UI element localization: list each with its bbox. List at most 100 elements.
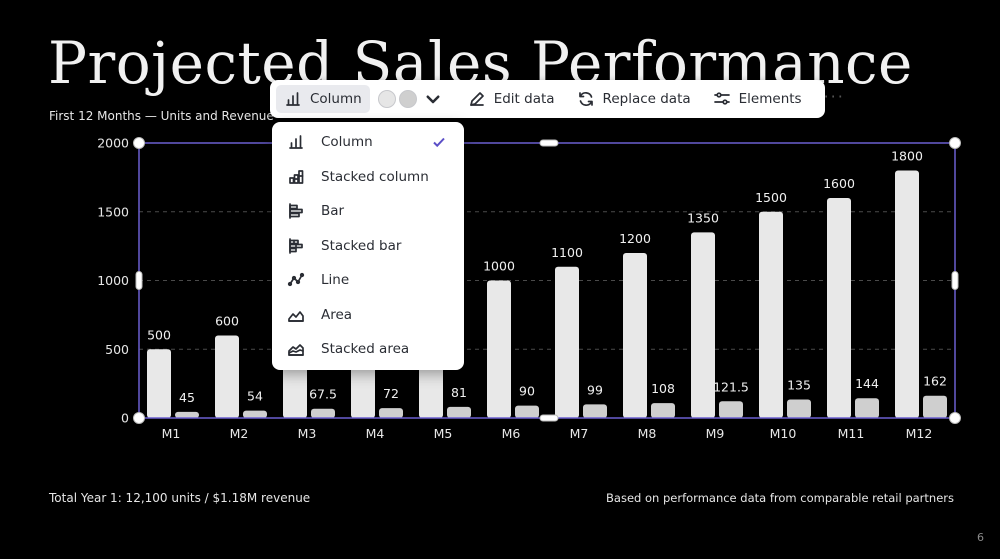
elements-label: Elements — [738, 91, 802, 107]
resize-handle-edge — [951, 271, 959, 290]
sliders-icon — [713, 92, 730, 105]
data-label: 1000 — [483, 259, 515, 274]
x-tick-label: M2 — [230, 426, 249, 441]
bar-series-1 — [215, 335, 239, 418]
x-tick-label: M9 — [706, 426, 725, 441]
bar-series-2 — [855, 398, 879, 418]
chart-type-label: Column — [310, 91, 362, 107]
data-label: 81 — [451, 385, 467, 400]
resize-handle-corner — [133, 137, 145, 149]
data-label: 54 — [247, 389, 263, 404]
bar-series-1 — [691, 232, 715, 418]
stacked-column-icon — [289, 170, 304, 184]
data-label: 162 — [923, 374, 947, 389]
bar-series-1 — [147, 349, 171, 418]
edit-data-button[interactable]: Edit data — [460, 85, 563, 113]
menu-item-label: Stacked area — [321, 341, 410, 357]
bar-series-2 — [923, 395, 947, 418]
chart-type-button[interactable]: Column — [276, 85, 370, 113]
menu-item-label: Stacked column — [321, 169, 429, 185]
bar-series-1 — [623, 253, 647, 418]
data-label: 1800 — [891, 149, 923, 164]
x-tick-label: M6 — [502, 426, 521, 441]
stacked-bar-icon — [289, 238, 303, 254]
bar-series-1 — [895, 170, 919, 418]
bar-series-2 — [447, 406, 471, 418]
bar-series-1 — [555, 266, 579, 418]
more-options-button[interactable]: ··· — [823, 86, 845, 106]
x-tick-label: M10 — [770, 426, 797, 441]
bar-series-2 — [311, 408, 335, 418]
x-tick-label: M8 — [638, 426, 657, 441]
data-label: 108 — [651, 381, 675, 396]
y-tick-label: 500 — [105, 342, 129, 357]
data-label: 72 — [383, 386, 399, 401]
x-tick-label: M5 — [434, 426, 453, 441]
x-tick-label: M3 — [298, 426, 317, 441]
data-label: 500 — [147, 327, 171, 342]
chevron-down-icon — [426, 95, 440, 104]
bar-series-2 — [515, 405, 539, 418]
bar-series-2 — [583, 404, 607, 418]
pencil-icon — [469, 92, 484, 106]
y-tick-label: 1500 — [97, 204, 129, 219]
color-swatch-1 — [377, 90, 396, 108]
replace-data-button[interactable]: Replace data — [569, 85, 699, 113]
menu-item-label: Area — [321, 307, 353, 323]
bar-series-2 — [787, 399, 811, 418]
footer-source-note: Based on performance data from comparabl… — [606, 491, 954, 505]
resize-handle-corner — [949, 137, 961, 149]
data-label: 121.5 — [713, 379, 749, 394]
bar-series-2 — [379, 408, 403, 418]
data-label: 90 — [519, 384, 535, 399]
data-label: 45 — [179, 390, 195, 405]
bar-series-1 — [487, 280, 511, 418]
color-swatch-2 — [398, 90, 417, 108]
checkmark-icon — [433, 137, 445, 148]
resize-handle-edge — [539, 139, 559, 147]
data-label: 1350 — [687, 210, 719, 225]
column-chart-icon — [286, 92, 300, 106]
series-color-picker[interactable] — [372, 85, 448, 113]
data-label: 144 — [855, 376, 879, 391]
menu-item-stacked-bar[interactable]: Stacked bar — [272, 229, 464, 263]
y-tick-label: 2000 — [97, 136, 129, 151]
footer-total: Total Year 1: 12,100 units / $1.18M reve… — [49, 491, 311, 505]
bar-series-2 — [243, 410, 267, 418]
bar-series-2 — [719, 401, 743, 418]
resize-handle-corner — [133, 412, 145, 424]
edit-data-label: Edit data — [493, 91, 555, 107]
data-label: 67.5 — [309, 387, 337, 402]
data-label: 135 — [787, 377, 811, 392]
chart-type-menu: Column Stacked column Bar Stacked bar Li… — [272, 122, 464, 370]
data-label: 1500 — [755, 190, 787, 205]
elements-button[interactable]: Elements — [705, 85, 810, 113]
x-tick-label: M11 — [838, 426, 865, 441]
menu-item-line[interactable]: Line — [272, 263, 464, 297]
area-chart-icon — [288, 311, 304, 322]
menu-item-label: Line — [321, 272, 350, 288]
resize-handle-edge — [135, 271, 143, 290]
line-chart-icon — [287, 272, 305, 287]
x-tick-label: M4 — [366, 426, 385, 441]
bar-series-2 — [651, 403, 675, 418]
chart-toolbar: Column Edit data Replace data Elements ·… — [270, 80, 843, 118]
menu-item-stacked-area[interactable]: Stacked area — [272, 332, 464, 366]
slide-subtitle: First 12 Months — Units and Revenue — [49, 109, 274, 123]
menu-item-bar[interactable]: Bar — [272, 194, 464, 228]
menu-item-area[interactable]: Area — [272, 298, 464, 332]
menu-item-column[interactable]: Column — [272, 125, 464, 159]
y-tick-label: 0 — [121, 411, 129, 426]
resize-handle-edge — [539, 414, 559, 422]
data-label: 1600 — [823, 176, 855, 191]
menu-item-label: Column — [321, 134, 373, 150]
bar-series-2 — [175, 411, 199, 418]
x-tick-label: M1 — [162, 426, 181, 441]
replace-data-label: Replace data — [602, 91, 691, 107]
menu-item-stacked-column[interactable]: Stacked column — [272, 160, 464, 194]
bar-series-1 — [827, 198, 851, 418]
menu-item-label: Bar — [321, 203, 345, 219]
refresh-icon — [578, 92, 593, 106]
menu-item-label: Stacked bar — [321, 238, 402, 254]
stacked-area-icon — [288, 344, 304, 356]
